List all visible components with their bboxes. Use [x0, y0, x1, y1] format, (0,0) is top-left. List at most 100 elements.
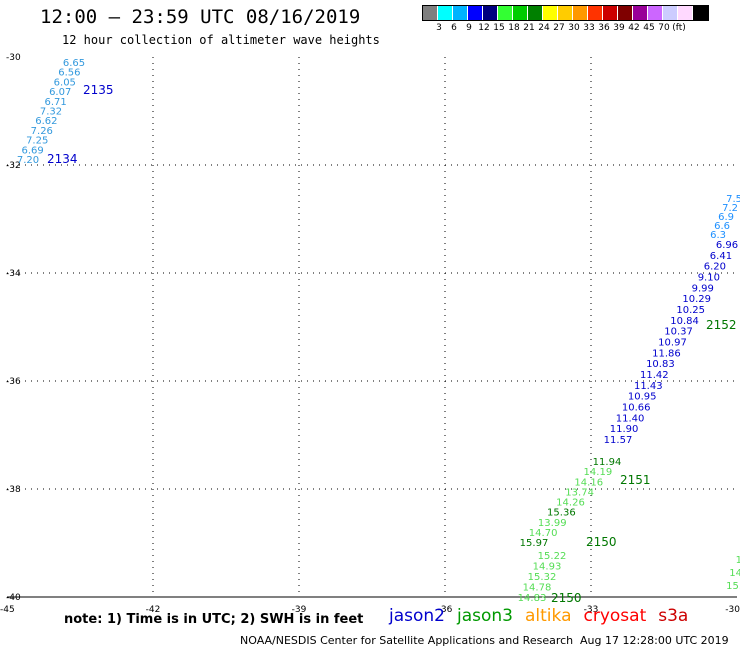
- wave-height-value: 7.5: [726, 194, 740, 205]
- longitude-label: -36: [438, 605, 453, 615]
- legend-color-bar: [422, 5, 709, 21]
- legend-swatch: [423, 6, 438, 20]
- legend-swatch: [648, 6, 663, 20]
- legend-swatch: [543, 6, 558, 20]
- legend-swatch: [663, 6, 678, 20]
- legend-tick-label: 30: [568, 23, 580, 33]
- legend-tick-label: 3: [436, 23, 442, 33]
- longitude-label: -45: [0, 605, 15, 615]
- wave-height-value: 6.41: [710, 251, 732, 262]
- latitude-label: -32: [6, 161, 21, 171]
- wave-height-value: 6.69: [21, 145, 43, 156]
- legend-swatch: [573, 6, 588, 20]
- wave-height-value: 14.19: [584, 467, 613, 478]
- wave-height-value: 13.99: [538, 518, 567, 529]
- wave-height-value: 10.25: [676, 305, 705, 316]
- satellite-jason3-label: jason3: [457, 606, 513, 626]
- wave-height-value: 6.56: [58, 68, 80, 79]
- legend-swatch: [498, 6, 513, 20]
- pass-number-label: 2134: [47, 152, 78, 166]
- longitude-label: -30: [725, 605, 740, 615]
- legend-labels: 3 6 9 12 15 18 21 24 27 30 33 36 39 42 45 70 (ft): [422, 21, 709, 33]
- legend-tick-label: 6: [451, 23, 457, 33]
- latitude-label: -34: [6, 269, 21, 279]
- legend-swatch: [693, 6, 708, 20]
- wave-height-value: 14.16: [574, 477, 603, 488]
- legend-tick-label: 9: [466, 23, 472, 33]
- longitude-label: -42: [146, 605, 161, 615]
- wave-height-value: 6.96: [716, 240, 738, 251]
- legend-swatch: [483, 6, 498, 20]
- wave-height-value: 6.9: [718, 212, 734, 223]
- wave-height-value: 10.95: [628, 392, 657, 403]
- pass-number-label: 2150: [586, 535, 617, 549]
- wave-height-value: 11.90: [610, 424, 639, 435]
- wave-height-value: 9.99: [692, 283, 714, 294]
- satellite-jason2-label: jason2: [389, 606, 445, 626]
- legend-swatch: [528, 6, 543, 20]
- wave-height-value: 7.32: [40, 107, 62, 118]
- wave-height-legend: 3 6 9 12 15 18 21 24 27 30 33 36 39 42 45 70 (ft): [422, 5, 709, 33]
- wave-height-value: 15.: [726, 581, 740, 592]
- wave-height-value: 6.07: [49, 87, 71, 98]
- latitude-label: -38: [6, 485, 21, 495]
- wave-height-value: 7.20: [17, 155, 39, 166]
- wave-height-value: 11.43: [634, 381, 663, 392]
- wave-height-value: 11.94: [593, 457, 622, 468]
- wave-height-value: 6.6: [714, 221, 730, 232]
- legend-tick-label: 21: [523, 23, 535, 33]
- wave-height-value: 6.71: [44, 97, 66, 108]
- wave-height-value: 11.40: [616, 413, 645, 424]
- wave-height-value: 10.29: [682, 294, 711, 305]
- wave-height-value: 10.37: [664, 327, 693, 338]
- legend-swatch: [603, 6, 618, 20]
- legend-swatch: [438, 6, 453, 20]
- wave-height-value: 14.26: [556, 498, 585, 509]
- wave-height-value: 7.2: [722, 203, 738, 214]
- wave-height-value: 14: [729, 568, 740, 579]
- latitude-label: -30: [6, 53, 21, 63]
- legend-tick-label: 36: [598, 23, 610, 33]
- legend-swatch: [633, 6, 648, 20]
- legend-swatch: [678, 6, 693, 20]
- latitude-label: -40: [6, 593, 21, 603]
- legend-swatch: [618, 6, 633, 20]
- wave-height-value: 15.22: [538, 551, 567, 562]
- wave-height-value: 11.42: [640, 370, 669, 381]
- map-title: 12:00 – 23:59 UTC 08/16/2019: [40, 6, 361, 28]
- legend-tick-label: 18: [508, 23, 520, 33]
- legend-tick-label: 33: [583, 23, 595, 33]
- satellite-legend: jason2 jason3 altika cryosat s3a: [389, 606, 688, 626]
- wave-height-value: 1: [736, 555, 740, 566]
- wave-height-value: 7.25: [26, 136, 48, 147]
- wave-height-value: 14.93: [533, 562, 562, 573]
- legend-swatch: [453, 6, 468, 20]
- satellite-altika-label: altika: [525, 606, 572, 626]
- wave-height-value: 13.74: [565, 487, 594, 498]
- legend-swatch: [468, 6, 483, 20]
- wave-height-value: 14.78: [523, 583, 552, 594]
- legend-swatch: [588, 6, 603, 20]
- satellite-cryosat-label: cryosat: [583, 606, 647, 626]
- footer-note: note: 1) Time is in UTC; 2) SWH is in fe…: [64, 612, 364, 627]
- wave-height-value: 11.86: [652, 348, 681, 359]
- wave-height-value: 6.20: [704, 262, 726, 273]
- legend-tick-label: 42: [628, 23, 640, 33]
- longitude-label: -39: [292, 605, 307, 615]
- legend-tick-label: 45: [643, 23, 655, 33]
- wave-height-value: 6.65: [63, 58, 85, 69]
- legend-tick-label: 24: [538, 23, 550, 33]
- wave-height-value: 7.26: [31, 126, 53, 137]
- wave-height-value: 14.83: [518, 593, 547, 604]
- pass-number-label: 2152: [706, 318, 737, 332]
- legend-tick-label: 70: [658, 23, 670, 33]
- pass-number-label: 2150: [551, 591, 582, 605]
- map-subtitle: 12 hour collection of altimeter wave hei…: [62, 33, 380, 47]
- wave-height-value: 11.57: [604, 435, 633, 446]
- wave-height-value: 10.66: [622, 403, 651, 414]
- pass-number-label: 2151: [620, 473, 651, 487]
- generation-timestamp: Aug 17 12:28:00 UTC 2019: [580, 634, 729, 647]
- wave-height-value: 10.84: [670, 316, 699, 327]
- legend-swatch: [513, 6, 528, 20]
